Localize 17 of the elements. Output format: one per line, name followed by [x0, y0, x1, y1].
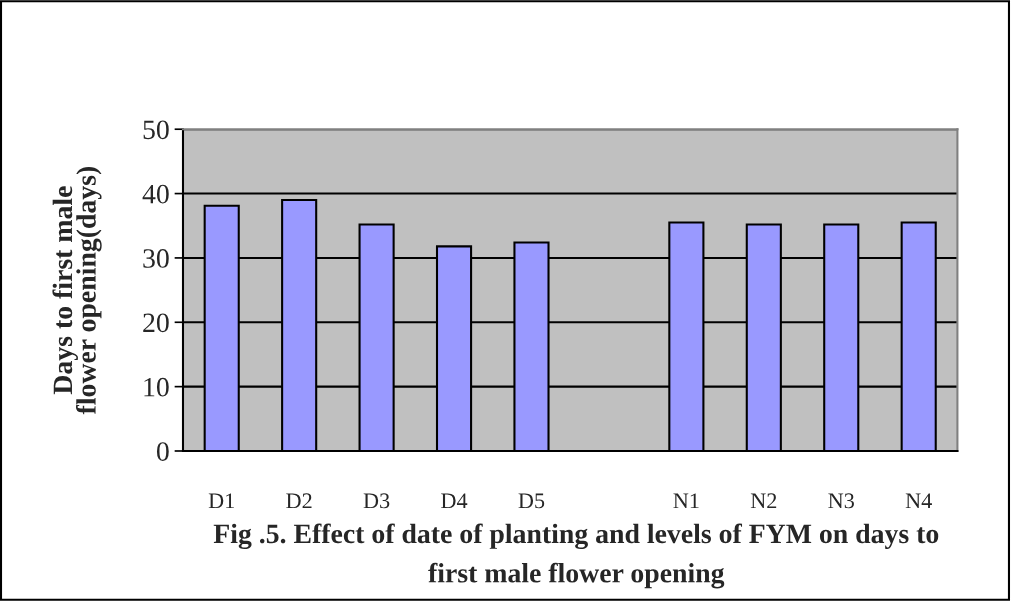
y-tick-label: 10: [144, 377, 169, 397]
x-tick-label: D2: [286, 493, 312, 509]
y-tick-label: 0: [156, 442, 169, 461]
x-tick-label: N4: [905, 493, 932, 509]
y-tick-label: 20: [143, 313, 169, 333]
y-tick-label: 40: [142, 184, 169, 204]
text: Fig .5. Effect of date of planting and levels of FYM on days to first male flower opening: [213, 523, 939, 589]
y-tick-label: 30: [143, 249, 169, 268]
x-tick-label: N3: [828, 493, 854, 509]
x-tick-label: N2: [750, 493, 777, 509]
x-tick-label: D3: [363, 493, 390, 509]
x-tick-label: D1: [208, 493, 234, 509]
y-axis-title: Days to first male flower opening(days): [52, 166, 102, 415]
x-tick-label: D4: [441, 493, 468, 509]
x-tick-label: D5: [518, 493, 545, 509]
y-tick-label: 50: [143, 120, 169, 140]
x-tick-label: N1: [673, 493, 699, 509]
